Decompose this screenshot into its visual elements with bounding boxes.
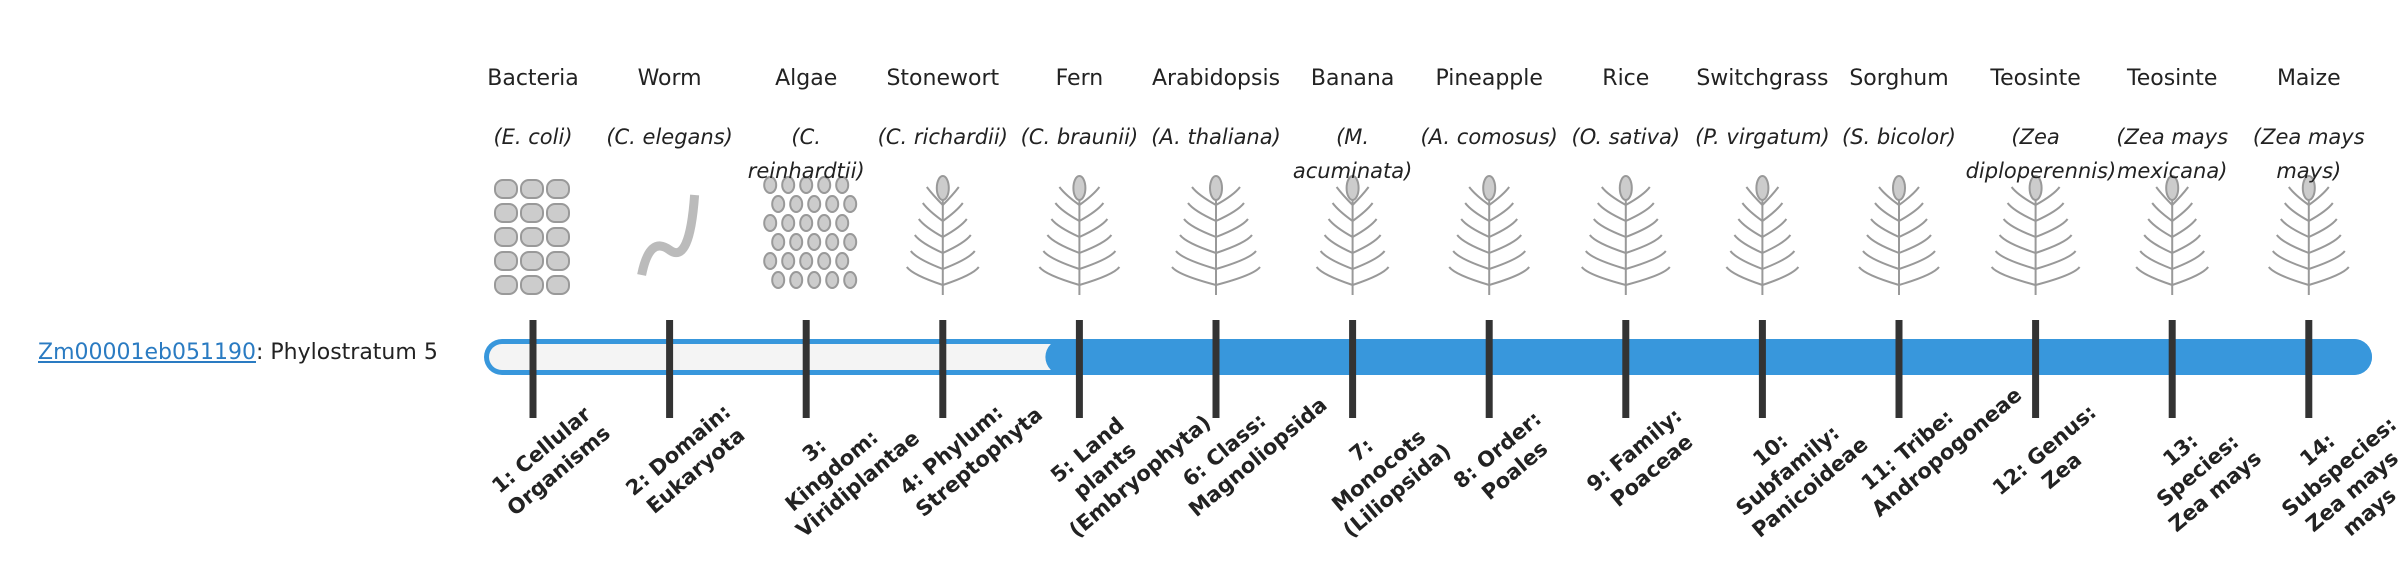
organism-name: Algae — [775, 66, 838, 91]
organism-image — [494, 179, 570, 295]
organism-image — [1038, 175, 1121, 295]
species-name: (Zea diploperennis) — [1965, 125, 2117, 183]
organism-image — [763, 176, 858, 289]
species-name: (Zea mays mays) — [2252, 125, 2365, 183]
organism-image — [1315, 175, 1390, 295]
organism-image — [1581, 175, 1671, 295]
species-name: (C. elegans) — [606, 125, 733, 149]
gene-info: Zm00001eb051190: Phylostratum 5 — [38, 340, 438, 365]
organism-name: Fern — [1055, 66, 1104, 91]
organism-name: Teosinte — [1990, 66, 2081, 91]
species-name: (C. richardii) — [877, 125, 1008, 149]
phylostratum-value: 5 — [423, 340, 438, 365]
species-name: (Zea mays mexicana) — [2116, 125, 2229, 183]
organism-name: Arabidopsis — [1151, 66, 1281, 91]
species-name: (M. acuminata) — [1292, 125, 1413, 183]
organism-name: Rice — [1602, 66, 1650, 91]
organism-image — [637, 194, 700, 276]
organism-name: Sorghum — [1849, 66, 1949, 91]
organism-image — [1858, 175, 1940, 295]
species-name: (A. comosus) — [1420, 125, 1558, 149]
organism-name: Banana — [1310, 66, 1395, 91]
organism-name: Bacteria — [487, 66, 579, 91]
species-name: (O. sativa) — [1571, 125, 1681, 149]
species-name: (E. coli) — [493, 125, 573, 149]
organism-name: Maize — [2276, 66, 2341, 91]
species-name: (C. reinhardtii) — [747, 125, 865, 183]
species-name: (A. thaliana) — [1151, 125, 1281, 149]
organism-image — [1448, 175, 1530, 295]
organism-image — [1171, 175, 1261, 295]
organism-image — [1990, 175, 2081, 295]
organism-image — [2135, 175, 2209, 295]
organism-name: Teosinte — [2127, 66, 2218, 91]
organism-image — [906, 175, 980, 295]
organism-name: Stonewort — [886, 66, 1000, 91]
organism-name: Worm — [637, 66, 702, 91]
organism-image — [2268, 175, 2350, 295]
species-name: (S. bicolor) — [1842, 125, 1956, 149]
separator: : — [255, 340, 271, 365]
organism-name: Switchgrass — [1696, 66, 1829, 91]
gene-link[interactable]: Zm00001eb051190 — [38, 340, 256, 365]
phylostratum-label: Phylostratum — [270, 340, 417, 365]
organism-name: Pineapple — [1435, 66, 1543, 91]
organism-image — [1725, 175, 1800, 295]
bar-fill — [1045, 339, 2372, 375]
species-name: (C. braunii) — [1020, 125, 1139, 149]
species-name: (P. virgatum) — [1695, 125, 1830, 149]
